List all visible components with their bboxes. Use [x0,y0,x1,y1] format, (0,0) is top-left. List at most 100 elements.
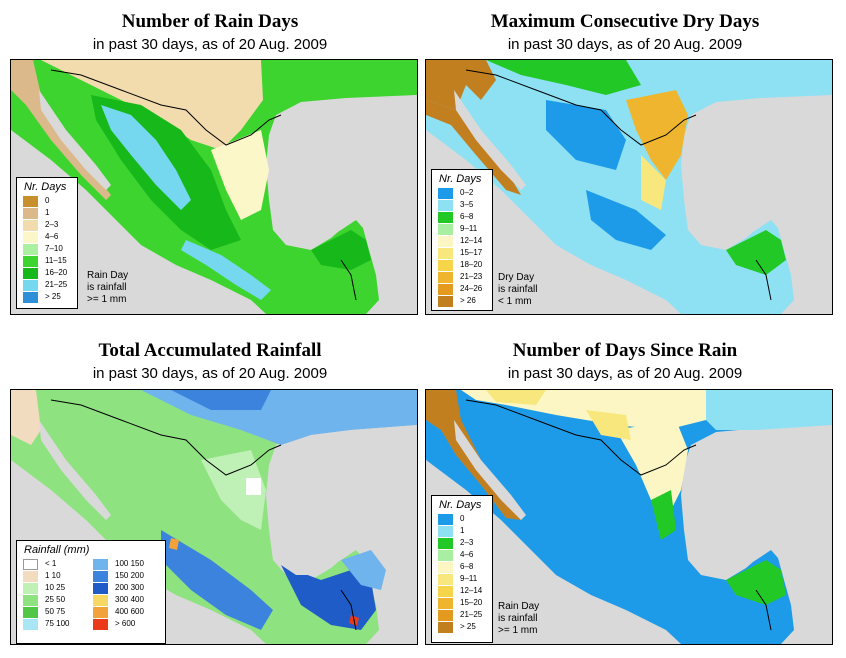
legend-label: 150 200 [115,571,144,580]
yucatan-green [311,230,371,270]
legend-item: 300 400 [93,595,144,606]
legend-rainfall: Rainfall (mm) < 1 1 10 10 25 25 50 50 75 75 1… [16,540,166,644]
legend-swatch [93,583,108,594]
gulf-california [39,90,111,190]
panel-total-rainfall: Total Accumulated Rainfall in past 30 da… [5,330,418,650]
legend-item: 2–3 [438,538,474,549]
legend-item: 9–11 [438,574,478,585]
legend-item: 15–17 [438,248,483,259]
legend-label: 21–25 [45,280,68,289]
legend-item: 11–15 [23,256,67,267]
legend-swatch [438,188,453,199]
legend-title: Nr. Days [439,173,482,185]
legend-item: 50 75 [23,607,65,618]
legend-title: Rainfall (mm) [24,544,90,556]
panel-days-since-rain: Number of Days Since Rain in past 30 day… [420,330,840,650]
legend-label: 12–14 [460,586,483,595]
legend-item: 6–8 [438,562,474,573]
panel-subtitle: in past 30 days, as of 20 Aug. 2009 [507,365,743,382]
panel-subtitle: in past 30 days, as of 20 Aug. 2009 [507,36,743,53]
sierra-blue [101,105,191,210]
legend-item: 0–2 [438,188,474,199]
legend-swatch [438,574,453,585]
legend-swatch [23,208,38,219]
legend-swatch [438,514,453,525]
legend-label: 2–3 [460,538,474,547]
legend-label: 6–8 [460,212,474,221]
legend-swatch [23,571,38,582]
legend-label: 0 [460,514,465,523]
legend-swatch [23,232,38,243]
legend-swatch [438,622,453,633]
legend-item: 1 10 [23,571,61,582]
legend-swatch [93,619,108,630]
legend-swatch [23,196,38,207]
legend-swatch [23,583,38,594]
legend-item: < 1 [23,559,56,570]
legend-label: 0–2 [460,188,474,197]
legend-swatch [438,260,453,271]
legend-label: 24–26 [460,284,483,293]
legend-item: 4–6 [23,232,58,243]
legend-swatch [93,571,108,582]
legend-item: > 26 [438,296,476,307]
legend-swatch [438,598,453,609]
legend-label: 2–3 [45,220,59,229]
legend-item: 21–25 [438,610,483,621]
central-dry [211,130,269,220]
legend-swatch [438,550,453,561]
legend-swatch [438,586,453,597]
legend-item: 9–11 [438,224,478,235]
legend-label: 4–6 [460,550,474,559]
legend-item: 0 [23,196,49,207]
legend-label: 15–20 [460,598,483,607]
legend-item: 24–26 [438,284,483,295]
legend-swatch [438,538,453,549]
legend-label: 10 25 [45,583,66,592]
legend-item: 12–14 [438,586,483,597]
legend-item: 0 [438,514,465,525]
legend-swatch [23,595,38,606]
legend-item: > 25 [438,622,476,633]
legend-item: 7–10 [23,244,63,255]
panel-title: Maximum Consecutive Dry Days [490,11,760,32]
panel-rain-days: Number of Rain Days in past 30 days, as … [5,0,418,320]
legend-title: Nr. Days [24,181,67,193]
dry-day-note: Dry Day is rainfall < 1 mm [498,272,538,307]
legend-item: 6–8 [438,212,474,223]
legend-swatch [438,562,453,573]
map-rain-days [10,59,418,315]
legend-swatch [438,526,453,537]
legend-item: 100 150 [93,559,144,570]
legend-label: 18–20 [460,260,483,269]
legend-label: 1 10 [45,571,61,580]
legend-item: 150 200 [93,571,144,582]
legend-label: > 600 [115,619,136,628]
legend-label: 6–8 [460,562,474,571]
legend-item: 16–20 [23,268,67,279]
legend-label: 15–17 [460,248,483,257]
legend-label: > 25 [460,622,476,631]
legend-label: > 26 [460,296,476,305]
legend-label: 9–11 [460,574,478,583]
legend-swatch [23,559,38,570]
rain-day-note: Rain Day is rainfall >= 1 mm [87,270,129,305]
map-days-since-rain [425,389,833,645]
legend-label: > 25 [45,292,61,301]
north-dry [41,60,263,150]
legend-swatch [93,607,108,618]
legend-label: 1 [45,208,50,217]
legend-label: 1 [460,526,465,535]
legend-swatch [438,610,453,621]
legend-label: 21–23 [460,272,483,281]
legend-label: 300 400 [115,595,144,604]
panel-title: Total Accumulated Rainfall [98,340,322,361]
legend-swatch [23,607,38,618]
legend-swatch [93,595,108,606]
legend-item: 2–3 [23,220,59,231]
map-dry-days [425,59,833,315]
legend-label: 9–11 [460,224,478,233]
legend-item: 4–6 [438,550,474,561]
legend-days-since-rain: Nr. Days 0 1 2–3 4–6 6–8 9–11 12–14 15–20 21–25 >… [431,495,493,643]
legend-label: 21–25 [460,610,483,619]
